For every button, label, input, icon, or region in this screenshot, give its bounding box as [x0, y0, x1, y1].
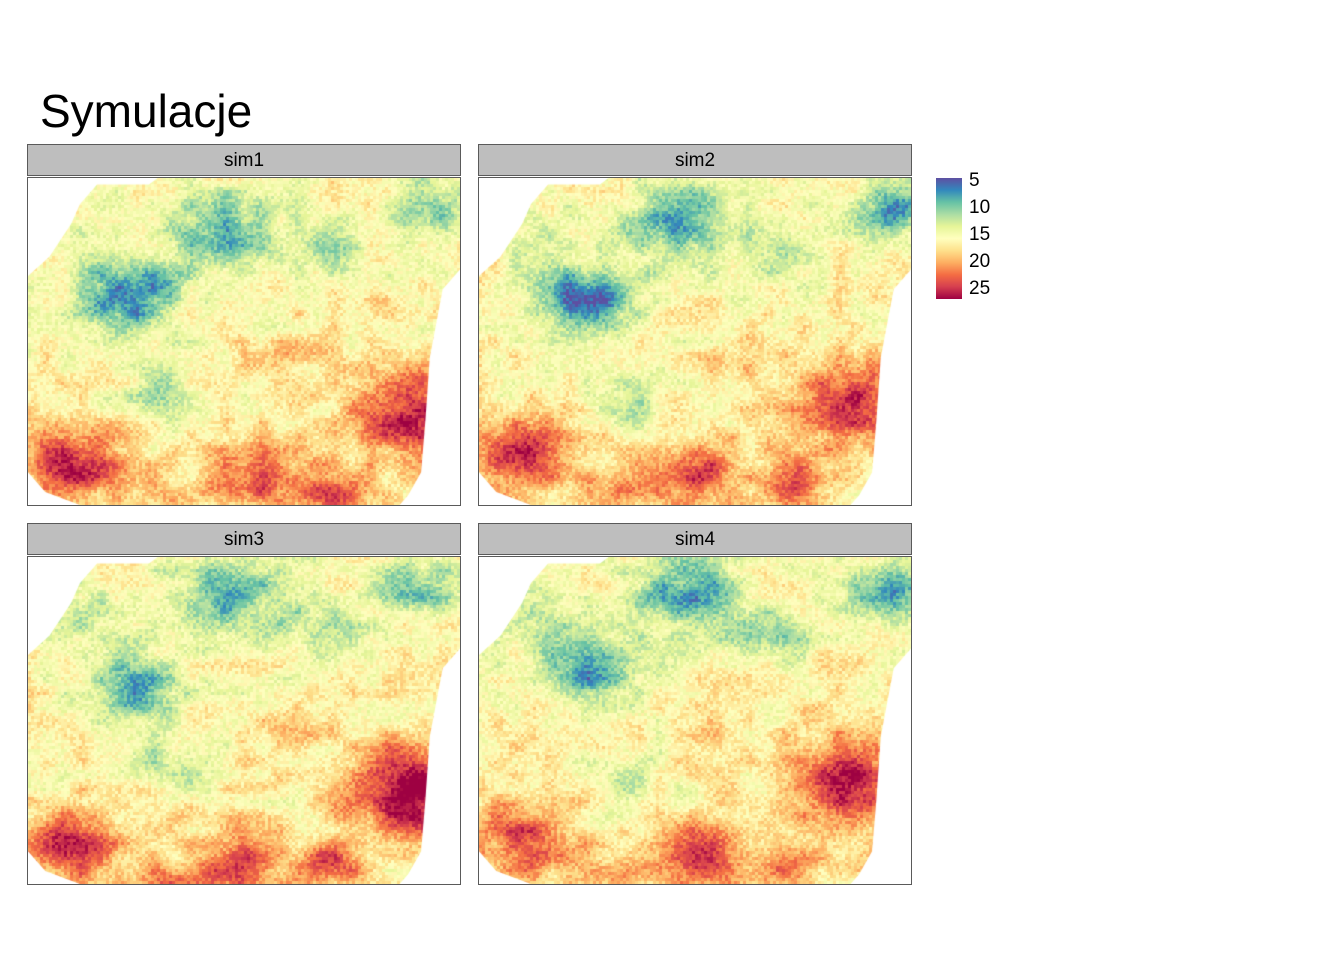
raster-plot-sim4 [478, 556, 912, 885]
legend-tick: 20 [969, 251, 991, 272]
facet-panel-sim4: sim4 [478, 523, 912, 885]
raster-canvas [479, 557, 911, 884]
facet-label: sim4 [674, 529, 716, 550]
facet-strip-sim3: sim3 [27, 523, 461, 555]
facet-label: sim2 [674, 150, 716, 171]
facet-panel-sim1: sim1 [27, 144, 461, 506]
legend-colorbar [936, 178, 962, 299]
legend-tick: 5 [969, 170, 980, 191]
raster-canvas [28, 557, 460, 884]
facet-label: sim1 [223, 150, 265, 171]
raster-plot-sim2 [478, 177, 912, 506]
raster-canvas [479, 178, 911, 505]
chart-title: Symulacje [40, 85, 253, 137]
facet-strip-sim1: sim1 [27, 144, 461, 176]
facet-strip-sim2: sim2 [478, 144, 912, 176]
legend-tick: 10 [969, 197, 991, 218]
legend-tick: 25 [969, 278, 991, 299]
color-legend: 5 10 15 20 25 [936, 171, 1036, 308]
facet-strip-sim4: sim4 [478, 523, 912, 555]
raster-canvas [28, 178, 460, 505]
raster-plot-sim3 [27, 556, 461, 885]
facet-panel-sim2: sim2 [478, 144, 912, 506]
facet-panel-sim3: sim3 [27, 523, 461, 885]
raster-plot-sim1 [27, 177, 461, 506]
legend-tick: 15 [969, 224, 991, 245]
facet-label: sim3 [223, 529, 265, 550]
